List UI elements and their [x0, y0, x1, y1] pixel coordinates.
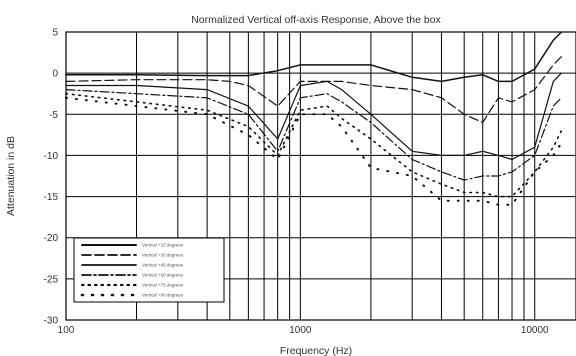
y-tick-label: 0 — [52, 69, 58, 80]
legend: Vertical +15 degrees Vertical +30 degrees… — [73, 237, 225, 303]
plot-frame — [65, 31, 576, 321]
series-line-3 — [65, 72, 563, 161]
series-line-4 — [65, 88, 563, 181]
legend-label-4: Vertical +60 degrees — [142, 273, 184, 278]
series-line-6 — [65, 96, 563, 206]
y-tick-label: 5 — [52, 28, 58, 39]
series-lines — [65, 31, 563, 206]
legend-label-2: Vertical +30 degrees — [142, 253, 184, 258]
y-tick-label: -25 — [44, 274, 59, 285]
x-axis-label: Frequency (Hz) — [280, 345, 352, 356]
x-tick-label: 10000 — [521, 325, 549, 336]
y-tick-label: -15 — [44, 192, 59, 203]
y-tick-label: -10 — [44, 151, 59, 162]
y-axis-label: Attenuation in dB — [5, 136, 17, 216]
legend-label-1: Vertical +15 degrees — [142, 243, 184, 248]
legend-label-5: Vertical +75 degrees — [142, 283, 184, 288]
legend-label-6: Vertical +90 degrees — [142, 293, 184, 298]
y-tick-label: -20 — [44, 233, 59, 244]
x-tick-label: 100 — [58, 325, 75, 336]
series-line-1 — [65, 31, 563, 83]
legend-label-3: Vertical +45 degrees — [142, 263, 184, 268]
x-tick-label: 1000 — [289, 325, 312, 336]
y-tick-label: -30 — [44, 316, 59, 327]
chart-title: Normalized Vertical off-axis Response, A… — [191, 14, 441, 26]
y-tick-label: -5 — [49, 110, 58, 121]
series-line-2 — [65, 56, 563, 124]
legend-box — [73, 237, 225, 303]
